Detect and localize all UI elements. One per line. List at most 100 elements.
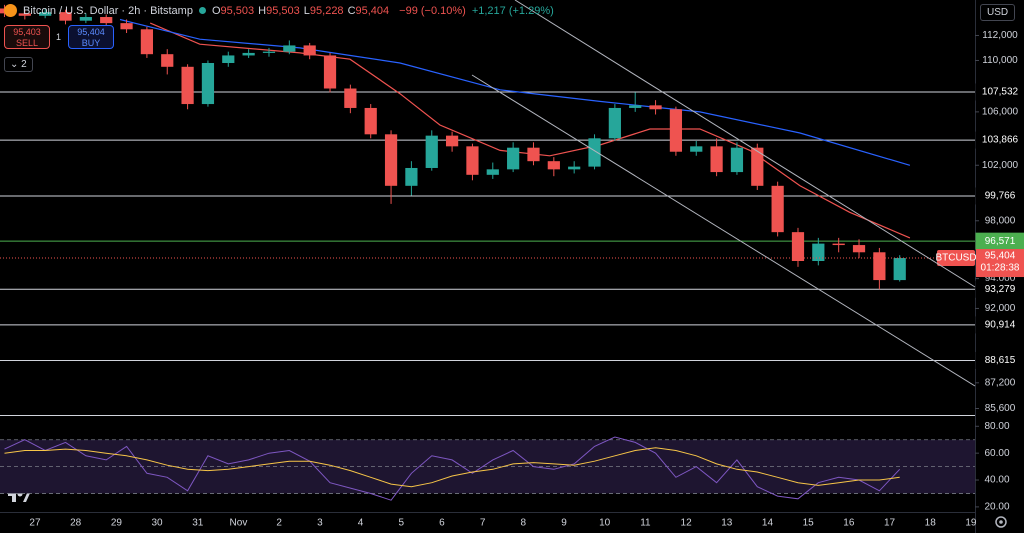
collapse-count[interactable]: 2 <box>21 59 27 70</box>
rsi-line <box>4 447 900 488</box>
y-tick-label: 112,000 <box>982 30 1018 41</box>
symbol-tag-bg <box>937 250 975 267</box>
change: −99 (−0.10%) <box>399 4 466 17</box>
currency-button[interactable]: USD <box>980 4 1016 21</box>
trend-lines <box>471 0 976 387</box>
level-label: 103,866 <box>982 135 1019 146</box>
candle-body <box>364 107 377 135</box>
ohlc-value: 95,404 <box>355 4 390 17</box>
x-tick-label: 19 <box>965 518 977 529</box>
candle-body <box>59 12 72 21</box>
x-tick-label: 4 <box>358 518 364 529</box>
collapse-button[interactable]: ⌄ 2 <box>4 57 33 72</box>
gear-center[interactable] <box>999 520 1003 524</box>
sell-button[interactable]: 95,403 SELL <box>4 25 50 49</box>
candle-body <box>466 146 479 175</box>
market-status <box>198 7 206 14</box>
candle-body <box>893 258 906 281</box>
y-tick-label: 110,000 <box>982 55 1018 66</box>
symbol-row: Bitcoin / U.S. Dollar · 2h · Bitstamp O9… <box>4 4 554 17</box>
candle-body <box>140 29 154 55</box>
candle-body <box>303 45 316 56</box>
candle-body <box>79 17 92 21</box>
candle-body <box>771 185 784 233</box>
settings-icon[interactable] <box>995 516 1007 528</box>
sell-label[interactable]: SELL <box>15 38 39 48</box>
y-tick-label: 40.00 <box>984 475 1009 486</box>
x-tick-label: 9 <box>561 518 567 529</box>
symbol: Bitcoin / U.S. Dollar · 2h · Bitstamp <box>23 4 193 17</box>
candle-body <box>486 169 499 175</box>
candle-body <box>18 13 31 16</box>
candle-body <box>852 245 866 253</box>
x-tick-label: 27 <box>29 518 41 529</box>
candle-body <box>669 109 683 152</box>
candle-body <box>730 147 744 173</box>
candle-body <box>649 105 662 110</box>
candle-body <box>323 55 337 89</box>
candle-body <box>873 252 886 281</box>
buy-price[interactable]: 95,404 <box>77 27 105 37</box>
spread: 1 <box>56 32 62 42</box>
x-tick-label: 6 <box>439 518 445 529</box>
candle-body <box>384 134 398 186</box>
candle-body <box>588 138 601 167</box>
countdown: 01:28:38 <box>981 263 1020 274</box>
y-tick-label: 94,000 <box>985 273 1016 284</box>
rsi-line <box>4 436 901 501</box>
level-label-bg <box>975 131 1024 149</box>
candle-body <box>201 63 215 105</box>
moving-average <box>119 18 911 166</box>
y-tick-label: 98,000 <box>985 215 1016 226</box>
x-tick-label: 16 <box>843 518 855 529</box>
candle-body <box>751 147 764 186</box>
x-tick-label: 12 <box>681 518 693 529</box>
x-tick-label: 2 <box>276 518 282 529</box>
level-label: 96,571 <box>985 236 1016 247</box>
y-tick-label: 92,000 <box>985 303 1016 314</box>
candle-body <box>690 146 703 152</box>
candle-body <box>547 161 560 170</box>
x-tick-label: 29 <box>111 518 123 529</box>
level-label: 88,615 <box>985 355 1016 366</box>
level-label-bg <box>975 351 1024 369</box>
y-tick-label: 85,600 <box>985 403 1016 414</box>
candle-body <box>710 146 723 173</box>
y-tick-label: 60.00 <box>984 448 1009 459</box>
x-tick-label: 3 <box>317 518 323 529</box>
x-tick-label: 31 <box>192 518 204 529</box>
sell-price[interactable]: 95,403 <box>13 27 41 37</box>
y-tick-label: 87,200 <box>985 377 1016 388</box>
candle-body <box>120 23 133 30</box>
candle-body <box>629 105 642 108</box>
candle-body <box>568 166 581 170</box>
ohlc-key: O <box>211 4 221 17</box>
candle-body <box>283 45 296 52</box>
buy-label[interactable]: BUY <box>81 38 101 48</box>
x-tick-label: 30 <box>152 518 164 529</box>
level-label: 99,766 <box>985 191 1016 202</box>
ohlc-key: H <box>258 4 267 17</box>
x-tick-label: 10 <box>599 518 611 529</box>
level-label-bg <box>975 316 1024 334</box>
candle-body <box>507 147 520 170</box>
last-price-label: 95,404 <box>985 251 1016 262</box>
ohlc-value: 95,503 <box>266 4 300 17</box>
change-total: +1,217 (+1.29%) <box>471 4 554 17</box>
x-tick-label: 8 <box>521 518 527 529</box>
ohlc-value: 95,503 <box>220 4 255 17</box>
x-tick-label: 14 <box>762 518 774 529</box>
level-label: 107,532 <box>982 87 1019 98</box>
x-tick-label: 28 <box>70 518 82 529</box>
level-label-bg <box>975 83 1024 101</box>
gear[interactable] <box>995 516 1007 528</box>
buy-button[interactable]: 95,404 BUY <box>68 25 114 49</box>
level-label: 93,279 <box>985 284 1016 295</box>
candle-body <box>181 66 194 105</box>
x-tick-label: Nov <box>230 518 248 529</box>
level-label: 90,914 <box>985 320 1016 331</box>
candle-body <box>344 88 357 108</box>
candle-body <box>791 232 805 261</box>
level-label-bg <box>975 187 1024 205</box>
